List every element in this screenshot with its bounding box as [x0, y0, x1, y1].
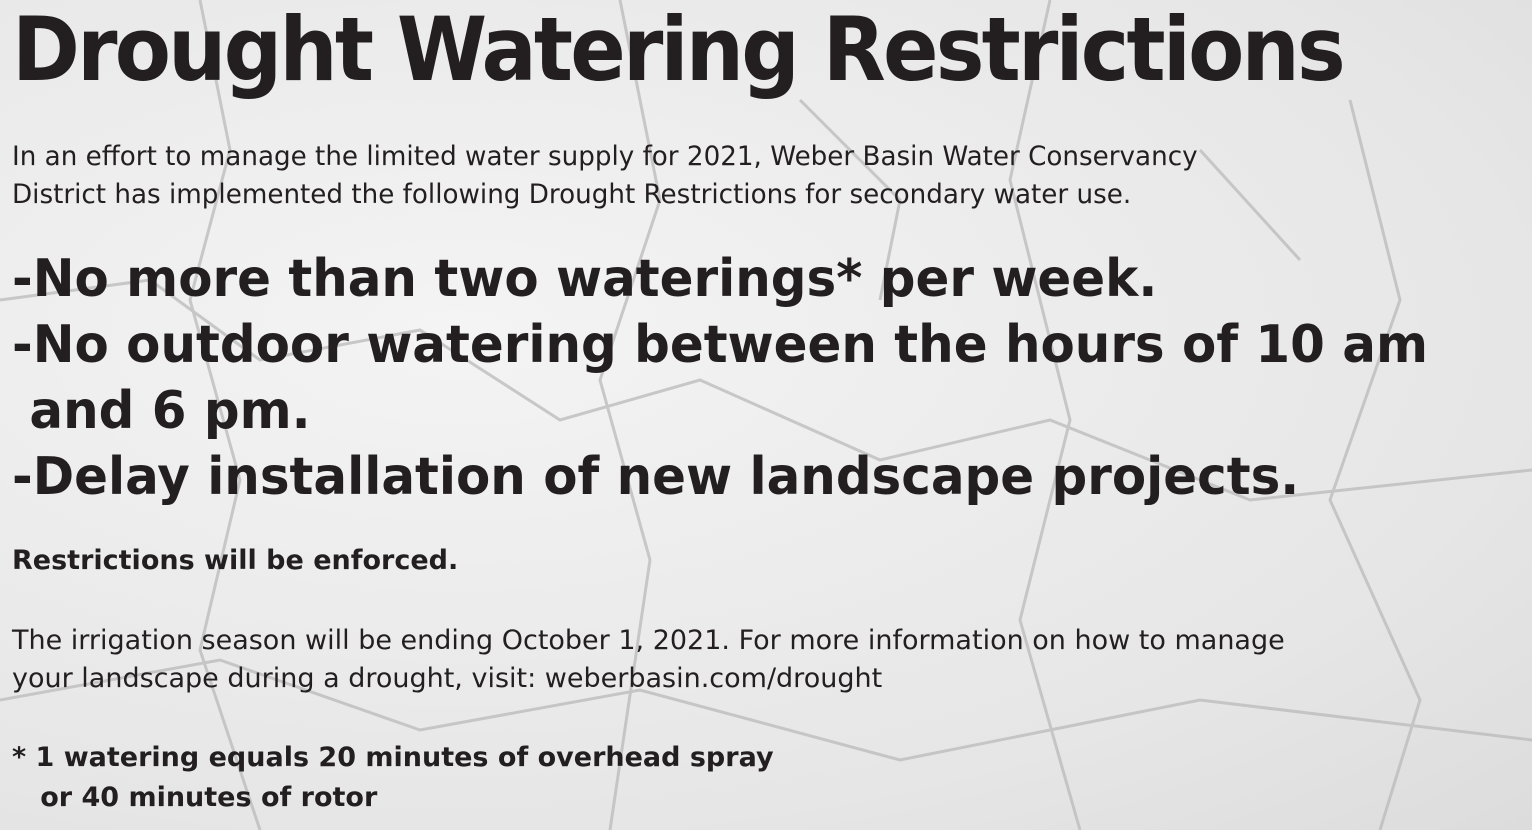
page-title: Drought Watering Restrictions [12, 0, 1346, 101]
restriction-item: -No outdoor watering between the hours o… [12, 315, 1428, 375]
footnote: * 1 watering equals 20 minutes of overhe… [12, 738, 774, 818]
footnote-line: * 1 watering equals 20 minutes of overhe… [12, 742, 774, 773]
season-line: The irrigation season will be ending Oct… [12, 625, 1285, 656]
restriction-item: -Delay installation of new landscape pro… [12, 447, 1300, 507]
restriction-item: and 6 pm. [12, 381, 311, 441]
season-paragraph: The irrigation season will be ending Oct… [12, 622, 1285, 698]
restrictions-list: -No more than two waterings* per week. -… [12, 246, 1428, 510]
footnote-line: or 40 minutes of rotor [12, 782, 378, 813]
enforcement-notice: Restrictions will be enforced. [12, 545, 459, 576]
intro-line: District has implemented the following D… [12, 179, 1132, 210]
intro-line: In an effort to manage the limited water… [12, 141, 1198, 172]
season-line: your landscape during a drought, visit: … [12, 663, 883, 694]
restriction-item: -No more than two waterings* per week. [12, 249, 1158, 309]
intro-paragraph: In an effort to manage the limited water… [12, 138, 1198, 214]
